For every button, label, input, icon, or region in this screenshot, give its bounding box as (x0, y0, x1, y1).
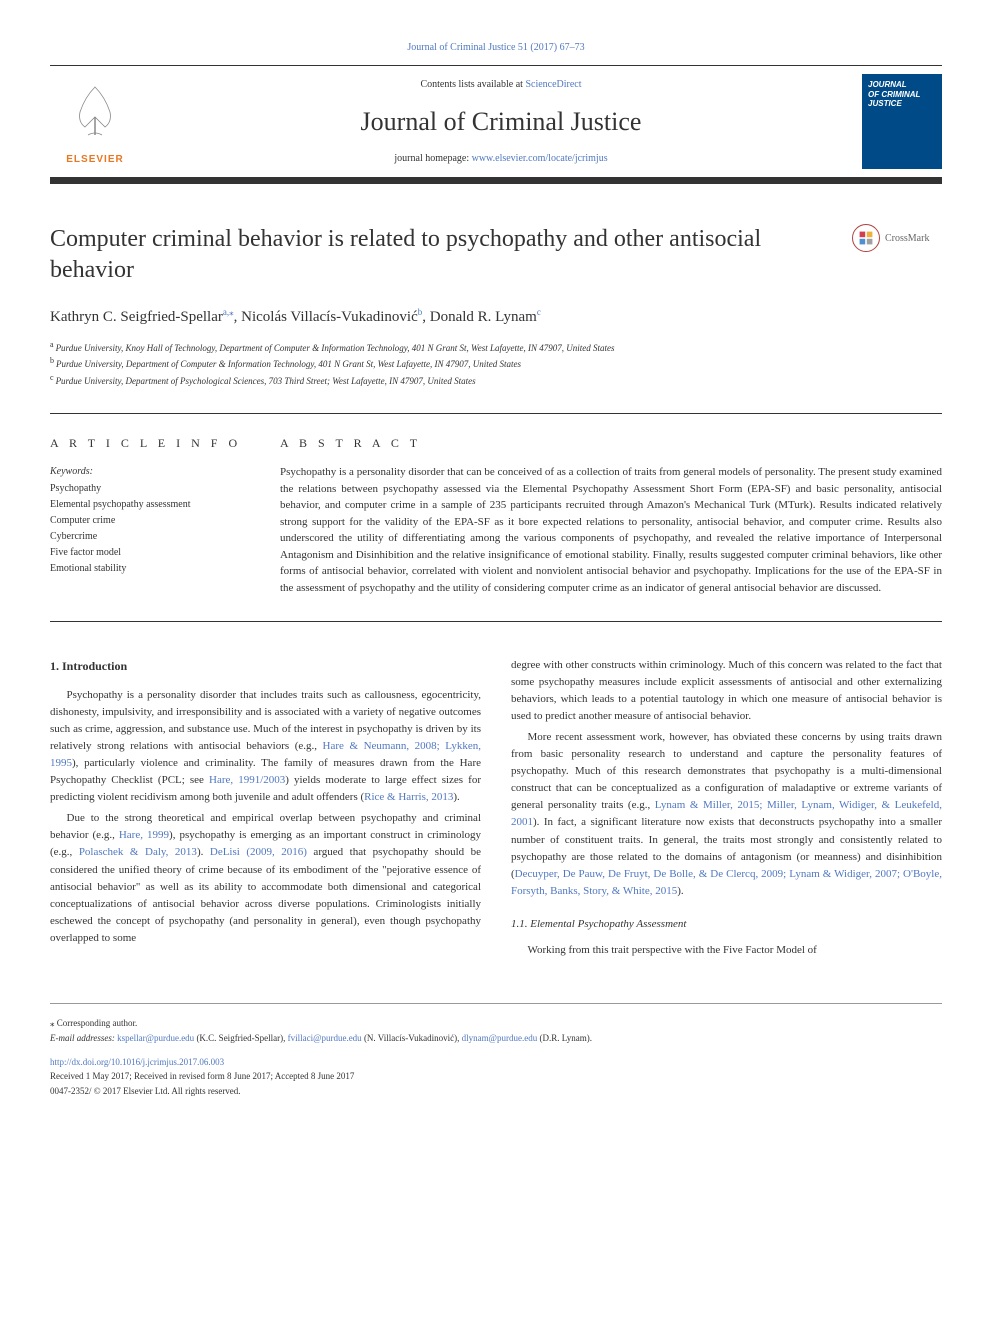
citation-link[interactable]: Rice & Harris, 2013 (364, 791, 453, 803)
abstract-heading: A B S T R A C T (280, 434, 942, 452)
emails-label: E-mail addresses: (50, 1033, 117, 1043)
homepage-prefix: journal homepage: (394, 153, 471, 164)
keywords-list: Psychopathy Elemental psychopathy assess… (50, 481, 250, 577)
section-heading-intro: 1. Introduction (50, 657, 481, 675)
email-link[interactable]: dlynam@purdue.edu (462, 1033, 538, 1043)
abstract-text: Psychopathy is a personality disorder th… (280, 464, 942, 596)
affiliation: bPurdue University, Department of Comput… (50, 355, 942, 371)
author: Nicolás Villacís-Vukadinović (241, 309, 418, 325)
received-line: Received 1 May 2017; Received in revised… (50, 1069, 942, 1083)
cover-title-line: OF CRIMINAL (868, 90, 920, 100)
body-paragraph: Due to the strong theoretical and empiri… (50, 810, 481, 946)
affiliation: aPurdue University, Knoy Hall of Technol… (50, 339, 942, 355)
doi-line: http://dx.doi.org/10.1016/j.jcrimjus.201… (50, 1055, 942, 1069)
publisher-name: ELSEVIER (66, 152, 123, 167)
body-columns: 1. Introduction Psychopathy is a persona… (50, 657, 942, 963)
contents-line: Contents lists available at ScienceDirec… (155, 77, 847, 92)
subsection-heading-epa: 1.1. Elemental Psychopathy Assessment (511, 916, 942, 933)
affil-text: Purdue University, Knoy Hall of Technolo… (56, 343, 615, 353)
keywords-label: Keywords: (50, 464, 250, 479)
p-text: argued that psychopathy should be consid… (50, 846, 481, 943)
crossmark-badge[interactable]: CrossMark (852, 224, 942, 252)
p-text: ). (197, 846, 210, 858)
corresponding-author: ⁎ Corresponding author. E-mail addresses… (50, 1016, 942, 1045)
info-abstract-row: A R T I C L E I N F O Keywords: Psychopa… (50, 413, 942, 622)
affiliation: cPurdue University, Department of Psycho… (50, 372, 942, 388)
email-link[interactable]: fvillaci@purdue.edu (288, 1033, 362, 1043)
author: Donald R. Lynam (430, 309, 537, 325)
citation-link[interactable]: Decuyper, De Pauw, De Fruyt, De Bolle, &… (511, 868, 942, 897)
cover-title-line: JOURNAL (868, 80, 907, 90)
body-paragraph: More recent assessment work, however, ha… (511, 729, 942, 899)
contents-prefix: Contents lists available at (420, 79, 525, 90)
corresponding-label: ⁎ Corresponding author. (50, 1016, 942, 1030)
right-column: degree with other constructs within crim… (511, 657, 942, 963)
p-text: ). (453, 791, 459, 803)
banner-divider (50, 179, 942, 184)
author-sup: b (418, 307, 423, 317)
journal-banner: ELSEVIER Contents lists available at Sci… (50, 65, 942, 179)
publisher-block: ELSEVIER (50, 77, 140, 167)
journal-name: Journal of Criminal Justice (155, 102, 847, 141)
affil-sup: b (50, 356, 54, 365)
doi-link[interactable]: http://dx.doi.org/10.1016/j.jcrimjus.201… (50, 1057, 224, 1067)
affil-sup: a (50, 340, 54, 349)
title-row: Computer criminal behavior is related to… (50, 224, 942, 286)
header-citation: Journal of Criminal Justice 51 (2017) 67… (50, 40, 942, 55)
crossmark-label: CrossMark (885, 231, 929, 246)
authors-line: Kathryn C. Seigfried-Spellara,⁎, Nicolás… (50, 306, 942, 329)
keyword: Computer crime (50, 513, 250, 529)
citation-link[interactable]: Hare, 1999 (119, 829, 169, 841)
citation-link[interactable]: Hare, 1991/2003 (209, 774, 285, 786)
keyword: Elemental psychopathy assessment (50, 497, 250, 513)
article-info-heading: A R T I C L E I N F O (50, 434, 250, 452)
affil-text: Purdue University, Department of Compute… (56, 359, 521, 369)
sciencedirect-link[interactable]: ScienceDirect (525, 79, 581, 90)
email-who: (N. Villacís-Vukadinović), (364, 1033, 462, 1043)
keyword: Cybercrime (50, 529, 250, 545)
email-link[interactable]: kspellar@purdue.edu (117, 1033, 194, 1043)
email-who: (K.C. Seigfried-Spellar), (196, 1033, 287, 1043)
crossmark-icon (852, 224, 880, 252)
header-citation-link[interactable]: Journal of Criminal Justice 51 (2017) 67… (407, 42, 584, 53)
affil-sup: c (50, 373, 54, 382)
author: Kathryn C. Seigfried-Spellar (50, 309, 223, 325)
copyright-line: 0047-2352/ © 2017 Elsevier Ltd. All righ… (50, 1084, 942, 1098)
banner-center: Contents lists available at ScienceDirec… (155, 77, 847, 166)
citation-link[interactable]: Polaschek & Daly, 2013 (79, 846, 197, 858)
left-column: 1. Introduction Psychopathy is a persona… (50, 657, 481, 963)
author-sup: a,⁎ (223, 307, 234, 317)
emails-line: E-mail addresses: kspellar@purdue.edu (K… (50, 1031, 942, 1045)
author-sup: c (537, 307, 541, 317)
body-paragraph: degree with other constructs within crim… (511, 657, 942, 725)
body-paragraph: Working from this trait perspective with… (511, 942, 942, 959)
email-who: (D.R. Lynam). (539, 1033, 592, 1043)
homepage-link[interactable]: www.elsevier.com/locate/jcrimjus (472, 153, 608, 164)
keyword: Emotional stability (50, 561, 250, 577)
affil-text: Purdue University, Department of Psychol… (56, 376, 476, 386)
citation-link[interactable]: DeLisi (2009, 2016) (210, 846, 307, 858)
cover-title-line: JUSTICE (868, 99, 902, 109)
journal-cover: JOURNAL OF CRIMINAL JUSTICE (862, 74, 942, 169)
elsevier-tree-icon (60, 77, 130, 147)
footer: ⁎ Corresponding author. E-mail addresses… (50, 1003, 942, 1098)
keyword: Five factor model (50, 545, 250, 561)
abstract-col: A B S T R A C T Psychopathy is a persona… (280, 434, 942, 596)
homepage-line: journal homepage: www.elsevier.com/locat… (155, 151, 847, 166)
p-text: ). (677, 885, 683, 897)
body-paragraph: Psychopathy is a personality disorder th… (50, 687, 481, 806)
article-title: Computer criminal behavior is related to… (50, 224, 832, 286)
affiliations: aPurdue University, Knoy Hall of Technol… (50, 339, 942, 388)
keyword: Psychopathy (50, 481, 250, 497)
article-info-col: A R T I C L E I N F O Keywords: Psychopa… (50, 434, 250, 596)
